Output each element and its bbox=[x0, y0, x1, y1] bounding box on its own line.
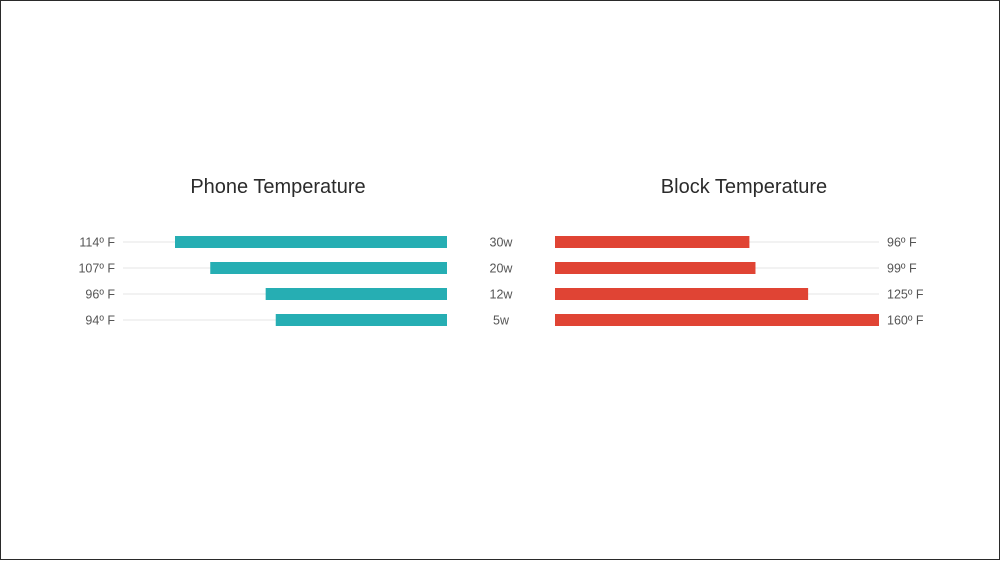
block-temperature-bar bbox=[555, 314, 879, 326]
block-value-label: 99º F bbox=[887, 262, 917, 276]
phone-value-label: 94º F bbox=[85, 314, 115, 328]
block-value-label: 125º F bbox=[887, 288, 924, 302]
wattage-label: 30w bbox=[490, 236, 514, 250]
wattage-label: 5w bbox=[493, 314, 510, 328]
phone-value-label: 107º F bbox=[78, 262, 115, 276]
phone-temperature-bar bbox=[175, 236, 447, 248]
phone-temperature-bar bbox=[275, 314, 447, 326]
phone-temperature-bar bbox=[210, 262, 447, 274]
block-temperature-title: Block Temperature bbox=[661, 176, 827, 198]
wattage-label: 12w bbox=[490, 288, 514, 302]
phone-temperature-title: Phone Temperature bbox=[190, 176, 365, 198]
wattage-label: 20w bbox=[490, 262, 514, 276]
wattage-labels: 30w 20w 12w 5w bbox=[490, 236, 514, 328]
block-temperature-bar bbox=[555, 236, 750, 248]
block-value-label: 96º F bbox=[887, 236, 917, 250]
phone-temperature-bar bbox=[265, 288, 447, 300]
block-temperature-bars: 96º F 99º F 125º F 160º F bbox=[555, 236, 924, 328]
phone-value-label: 114º F bbox=[79, 236, 115, 250]
block-temperature-bar bbox=[555, 288, 809, 300]
block-temperature-bar bbox=[555, 262, 756, 274]
phone-temperature-bars: 114º F 107º F 96º F 94º F bbox=[78, 236, 447, 328]
phone-value-label: 96º F bbox=[85, 288, 115, 302]
block-value-label: 160º F bbox=[887, 314, 924, 328]
